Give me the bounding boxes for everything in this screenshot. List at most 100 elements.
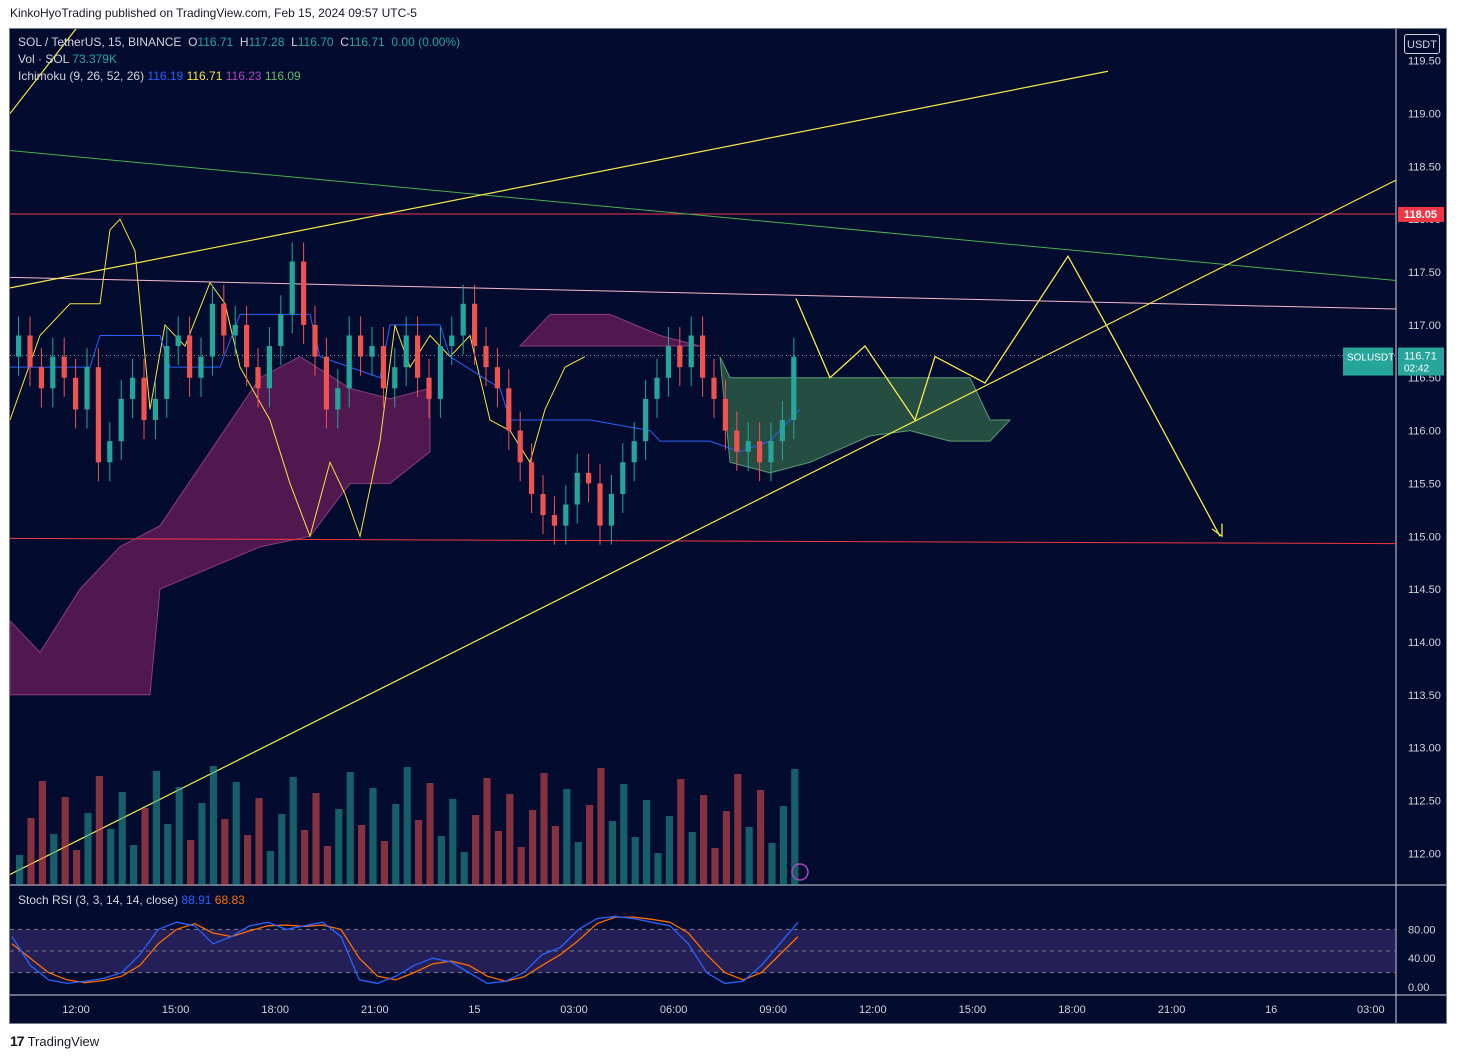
volume-bar: [312, 793, 320, 885]
stoch-label[interactable]: Stoch RSI (3, 3, 14, 14, close): [18, 893, 179, 907]
volume-bar: [722, 811, 730, 885]
candle-body: [346, 335, 352, 389]
candle-body: [722, 398, 728, 431]
ichimoku-label[interactable]: Ichimoku (9, 26, 52, 26): [18, 69, 145, 83]
time-tick-label: 12:00: [62, 1004, 90, 1016]
yellow-upper-trend-line: [10, 70, 1109, 289]
candle-body: [187, 335, 193, 378]
volume-bar: [16, 855, 24, 885]
volume-bar: [494, 831, 502, 885]
candle-body: [449, 335, 455, 347]
time-tick-label: 16: [1265, 1004, 1277, 1016]
time-tick-label: 03:00: [560, 1004, 588, 1016]
candle-body: [757, 441, 763, 463]
candle-body: [175, 335, 181, 347]
marked-price-badge: [1398, 206, 1444, 222]
ichimoku-lagging-value: 116.71: [186, 69, 223, 83]
volume-bar: [415, 820, 423, 885]
volume-bar: [175, 787, 183, 885]
volume-label[interactable]: Vol · SOL: [18, 52, 69, 66]
candle-body: [95, 367, 101, 463]
volume-bar: [392, 804, 400, 885]
candle-body: [734, 430, 740, 452]
price-tick-label: 117.00: [1408, 320, 1441, 332]
volume-bar: [232, 782, 240, 885]
volume-bar: [209, 766, 217, 885]
time-tick-label: 21:00: [361, 1004, 389, 1016]
candle-body: [255, 367, 261, 389]
candle-body: [118, 398, 124, 442]
candle-body: [358, 335, 364, 357]
ichimoku-span-b-value: 116.09: [264, 69, 301, 83]
candle-body: [768, 441, 774, 463]
brand-label: TradingView: [27, 1033, 100, 1049]
candle-body: [335, 388, 341, 410]
volume-bar: [107, 829, 115, 885]
alert-bolt-icon: [791, 863, 809, 881]
pink-trend-line: [10, 276, 1397, 310]
candle-body: [27, 335, 33, 368]
candle-body: [506, 388, 512, 431]
close-label: C: [340, 35, 349, 49]
volume-bar: [734, 774, 742, 885]
candle-body: [574, 472, 580, 505]
volume-bar: [152, 771, 160, 885]
open-value: 116.71: [197, 35, 234, 49]
candle-body: [711, 377, 717, 399]
volume-bar: [574, 842, 582, 885]
candle-body: [415, 335, 421, 378]
volume-bar: [27, 818, 35, 885]
candle-body: [688, 335, 694, 368]
green-trend-line: [10, 150, 1397, 282]
chart-canvas[interactable]: 119.50119.00118.50118.00117.50117.00116.…: [10, 29, 1447, 1024]
time-tick-label: 09:00: [759, 1004, 787, 1016]
last-price-badge: [1343, 347, 1393, 376]
volume-bar: [654, 853, 662, 885]
volume-bar: [358, 825, 366, 885]
price-tick-label: 113.00: [1408, 743, 1441, 755]
volume-bar: [50, 834, 58, 885]
candle-body: [745, 441, 751, 452]
candle-body: [483, 346, 489, 368]
volume-bar: [677, 779, 685, 885]
candle-body: [643, 398, 649, 442]
candle-body: [141, 377, 147, 421]
footer: 17 TradingView: [10, 1033, 99, 1049]
volume-bar: [711, 848, 719, 885]
candle-body: [665, 346, 671, 378]
price-tick-label: 115.50: [1408, 478, 1441, 490]
volume-bar: [757, 790, 765, 885]
volume-bar: [791, 769, 799, 885]
time-tick-label: 18:00: [1058, 1004, 1086, 1016]
symbol-label[interactable]: SOL / TetherUS, 15, BINANCE: [18, 35, 182, 49]
forecast-path: [795, 254, 1221, 537]
volume-bar: [369, 788, 377, 885]
kumo-bearish-cloud-2: [518, 313, 701, 347]
candle-body: [152, 398, 158, 421]
volume-bar: [437, 836, 445, 885]
volume-bar: [221, 819, 229, 885]
price-tick-label: 119.50: [1408, 56, 1441, 68]
stoch-d-value: 68.83: [214, 893, 245, 907]
currency-button[interactable]: USDT: [1404, 34, 1440, 54]
yellow-corner-line: [10, 29, 77, 114]
marked-price-label: 118.05: [1404, 209, 1437, 221]
volume-bar: [255, 798, 263, 885]
volume-bar: [301, 830, 309, 885]
price-tick-label: 118.50: [1408, 161, 1441, 173]
high-label: H: [239, 35, 249, 49]
chart-frame[interactable]: 119.50119.00118.50118.00117.50117.00116.…: [9, 28, 1447, 1024]
change-value: 0.00 (0.00%): [391, 35, 461, 49]
volume-bar: [187, 840, 195, 885]
candle-body: [50, 356, 56, 389]
volume-bar: [586, 805, 594, 885]
candle-body: [403, 335, 409, 368]
volume-bar: [289, 777, 297, 885]
volume-bar: [278, 814, 286, 885]
candle-body: [61, 356, 67, 378]
candle-body: [494, 367, 500, 389]
volume-bar: [688, 832, 696, 885]
volume-bar: [118, 792, 126, 885]
volume-bar: [164, 824, 172, 885]
candle-body: [791, 356, 797, 421]
